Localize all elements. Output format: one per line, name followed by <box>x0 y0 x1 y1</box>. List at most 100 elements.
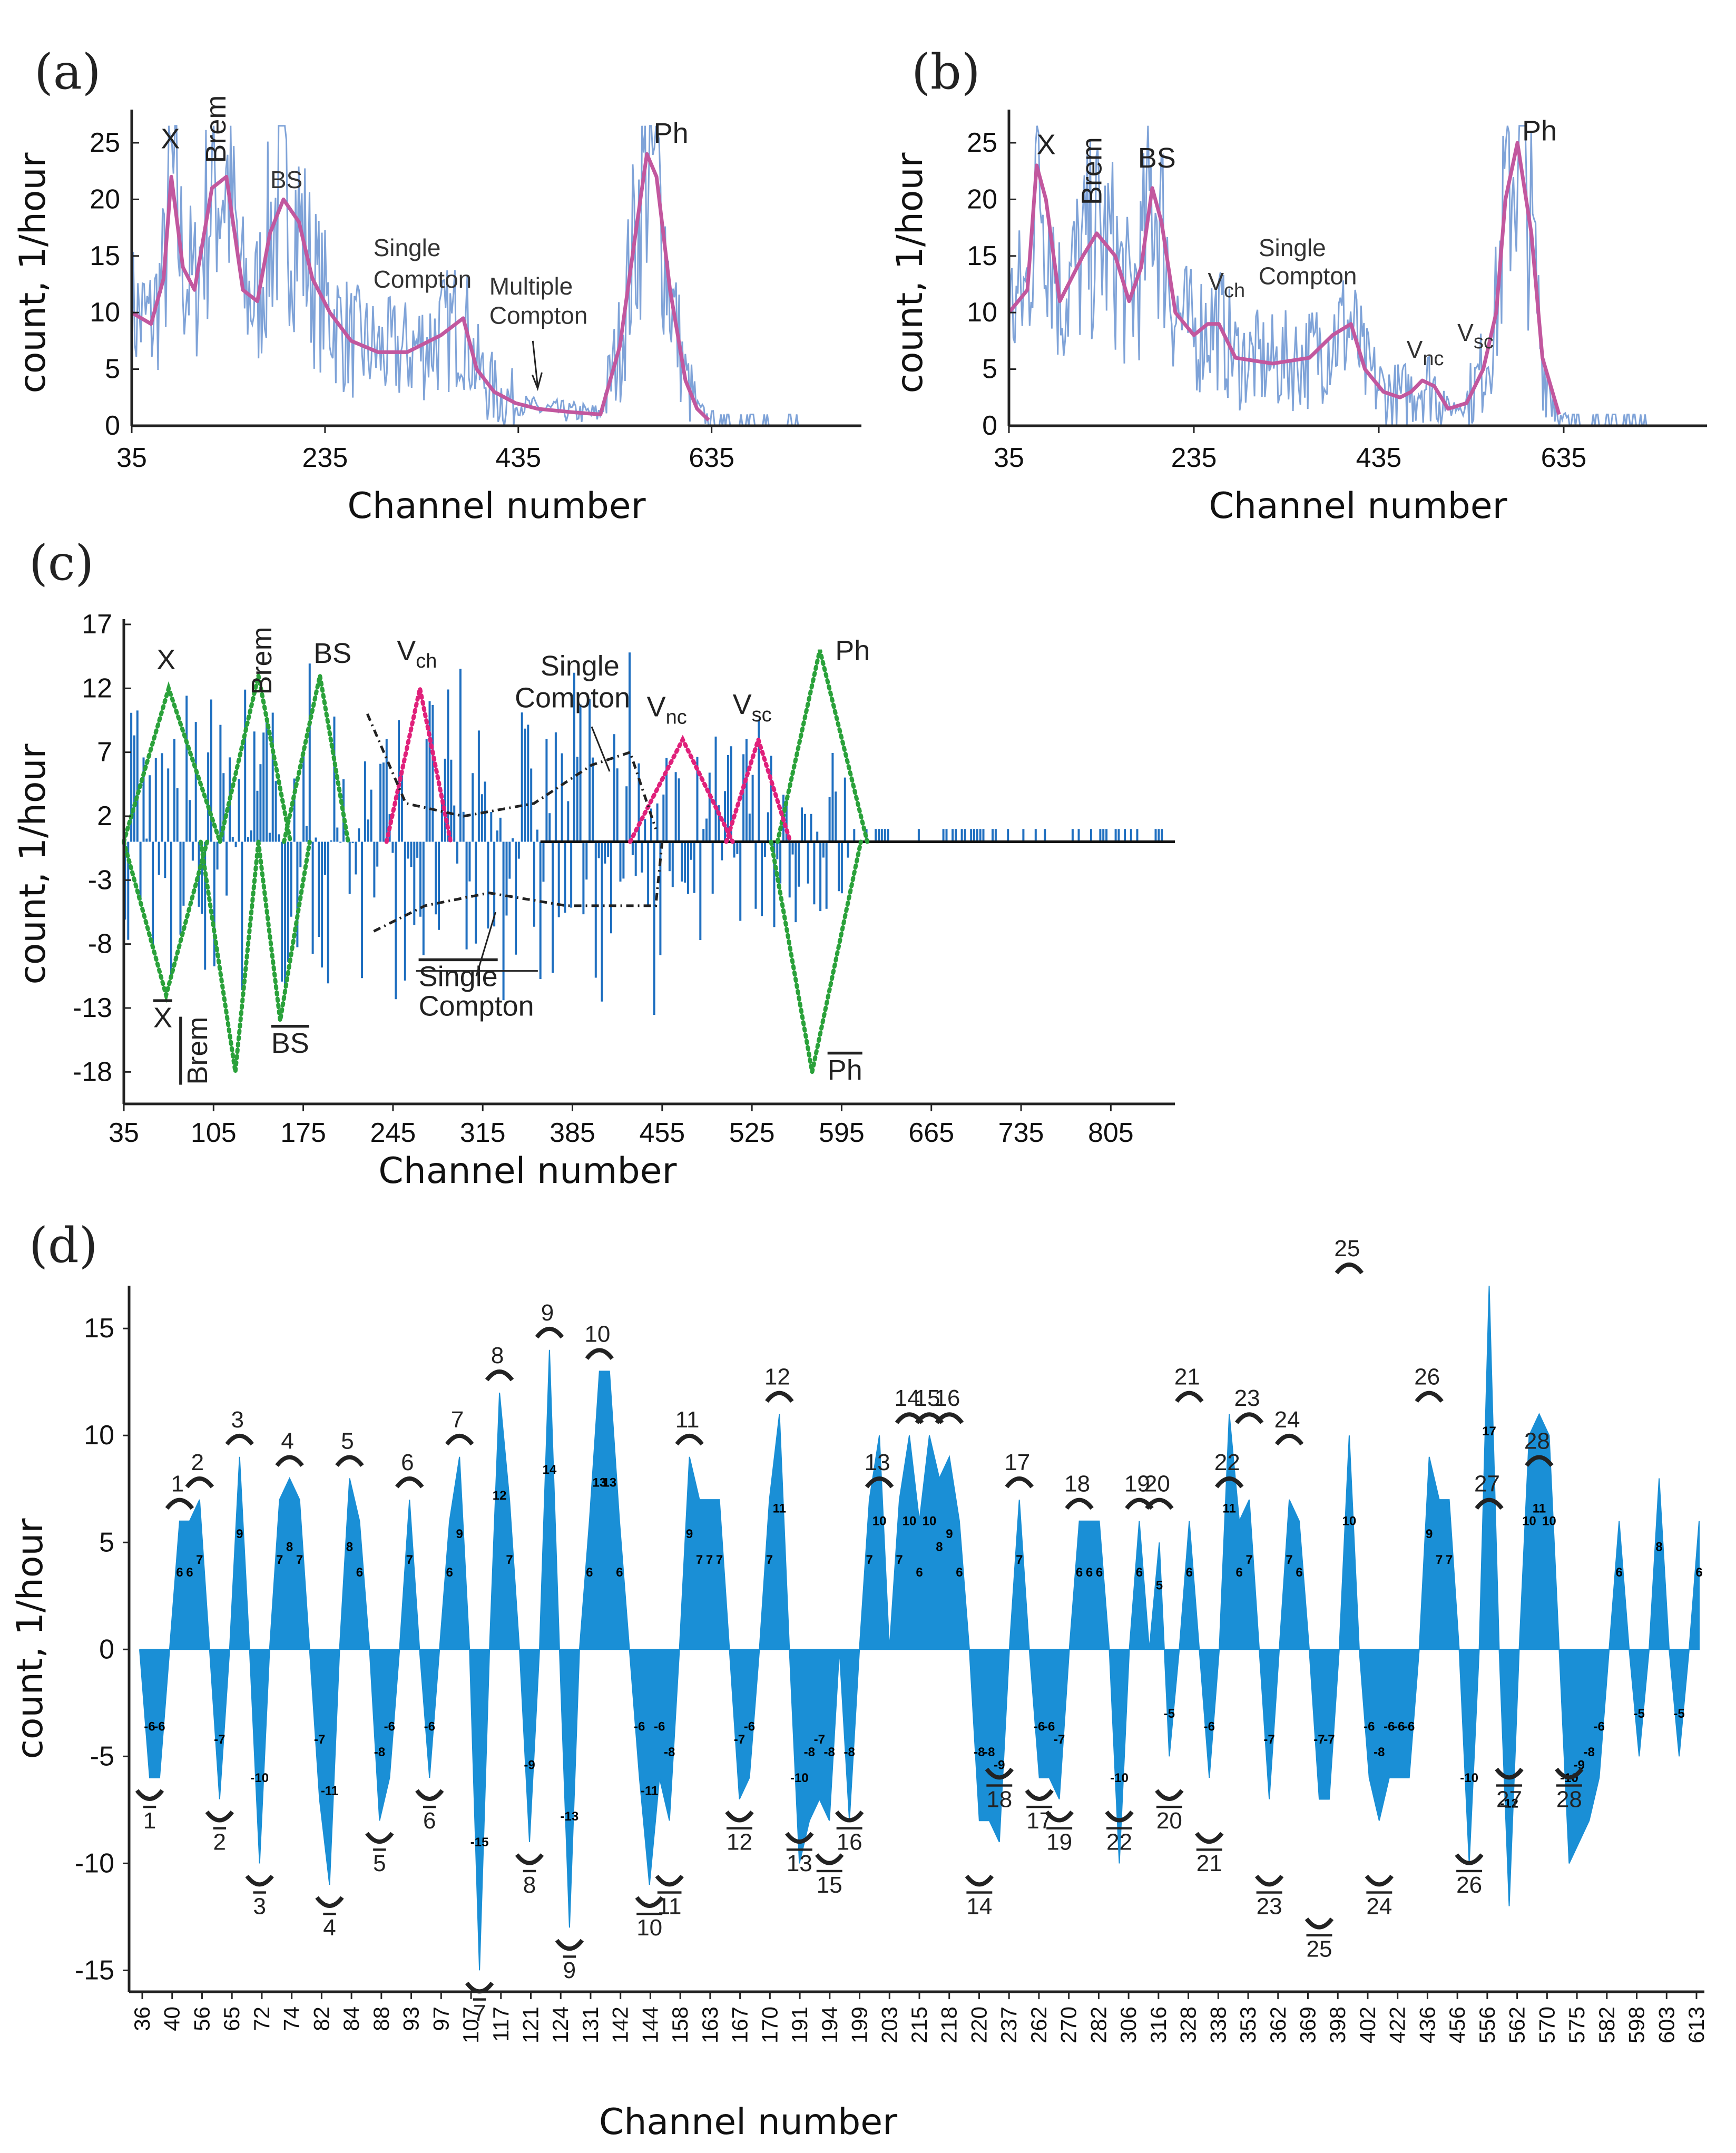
data-value-label: -6 <box>144 1719 155 1734</box>
x-tick-label: 435 <box>495 443 541 473</box>
y-tick-label: 15 <box>967 241 997 271</box>
annotation-compton-bar: Compton <box>419 991 534 1022</box>
peak-label: 7 <box>451 1407 464 1433</box>
valley-marker <box>135 1789 164 1801</box>
panel-label: (a) <box>34 44 101 100</box>
valley-marker <box>1555 1767 1584 1780</box>
data-value-label: 10 <box>903 1514 917 1529</box>
data-value-label: 11 <box>773 1501 786 1515</box>
data-value-label: 6 <box>1076 1565 1083 1580</box>
y-tick-label: 20 <box>967 184 997 214</box>
x-tick-label: 262 <box>1026 2007 1051 2043</box>
valley-label: 16 <box>837 1829 862 1855</box>
x-tick-label: 635 <box>689 443 734 473</box>
x-tick-label: 191 <box>787 2007 812 2043</box>
data-value-label: -8 <box>1584 1745 1595 1759</box>
series-peak-envelopes <box>122 649 870 1073</box>
valley-marker <box>415 1789 444 1801</box>
data-value-label: 11 <box>1533 1501 1546 1515</box>
arrow <box>591 726 611 772</box>
x-tick-label: 353 <box>1235 2007 1260 2043</box>
y-tick-label: -10 <box>75 1848 114 1878</box>
data-value-label: -6 <box>744 1719 755 1734</box>
data-value-label: 10 <box>1342 1514 1357 1529</box>
x-tick-label: 635 <box>1541 443 1587 473</box>
data-value-label: -8 <box>844 1745 855 1759</box>
annotation-bs: BS <box>1138 142 1176 174</box>
x-axis-title: Channel number <box>1209 485 1507 527</box>
valley-marker <box>1305 1917 1334 1930</box>
data-value-label: 6 <box>1136 1565 1143 1580</box>
x-tick-label: 362 <box>1266 2007 1290 2043</box>
data-value-label: 6 <box>1695 1565 1702 1580</box>
valley-marker <box>1365 1874 1394 1887</box>
peak-label: 3 <box>231 1407 244 1433</box>
valley-label: 1 <box>143 1808 156 1834</box>
valley-label: 11 <box>658 1893 682 1919</box>
peak-marker <box>1525 1455 1554 1467</box>
data-value-label: 7 <box>296 1553 303 1567</box>
y-axis-title: count, 1/hour <box>9 1518 51 1759</box>
x-tick-label: 805 <box>1088 1118 1134 1148</box>
x-tick-label: 203 <box>877 2007 901 2043</box>
peak-label: 20 <box>1144 1471 1170 1497</box>
x-tick-label: 235 <box>1171 443 1217 473</box>
x-tick-label: 35 <box>994 443 1024 473</box>
data-value-label: 7 <box>1286 1553 1292 1567</box>
data-value-label: 9 <box>456 1527 463 1541</box>
peak-label: 27 <box>1474 1471 1500 1497</box>
y-tick-label: -15 <box>75 1955 114 1985</box>
peak-marker <box>165 1498 194 1510</box>
panel-d: (d)-6-66 67-79-10787-7-1186-8-67-669-1512… <box>9 1217 1709 2143</box>
data-value-label: -6 <box>384 1719 395 1734</box>
arrow <box>475 912 496 976</box>
data-value-label: 6 <box>356 1565 363 1580</box>
x-tick-label: 595 <box>819 1118 865 1148</box>
data-value-label: 6 <box>186 1565 193 1580</box>
data-value-label: 6 <box>1086 1565 1093 1580</box>
annotation-single: Single <box>541 650 620 682</box>
data-value-label: 7 <box>716 1553 723 1567</box>
valley-label: 7 <box>473 2000 486 2026</box>
x-tick-label: 282 <box>1086 2007 1111 2043</box>
valley-label: 12 <box>727 1829 752 1855</box>
peak-label: 23 <box>1234 1385 1260 1411</box>
data-value-label: 7 <box>1436 1553 1443 1567</box>
valley-label: 15 <box>817 1872 842 1898</box>
valley-label: 9 <box>563 1958 576 1983</box>
data-value-label: -8 <box>824 1745 835 1759</box>
x-tick-label: 36 <box>130 2007 154 2031</box>
valley-label: 4 <box>323 1915 336 1941</box>
valley-marker <box>1195 1832 1224 1844</box>
valley-label: 13 <box>787 1851 812 1876</box>
data-value-label: -7 <box>1323 1733 1335 1747</box>
x-tick-label: 117 <box>488 2007 513 2042</box>
annotation-x-ray-bar: X <box>153 1002 172 1033</box>
data-value-label: 6 <box>1235 1565 1242 1580</box>
data-value-label: 13 <box>592 1476 606 1490</box>
data-value-label: -11 <box>641 1784 658 1798</box>
peak-marker <box>225 1434 254 1446</box>
x-tick-label: 121 <box>518 2007 543 2043</box>
valley-marker <box>815 1853 844 1865</box>
peak-label: 18 <box>1064 1471 1090 1497</box>
annotation-photopeak: Ph <box>654 118 689 149</box>
peak-marker <box>395 1476 424 1489</box>
x-axis-title: Channel number <box>599 2101 897 2143</box>
data-value-label: -9 <box>524 1758 535 1773</box>
data-value-label: -11 <box>321 1784 338 1798</box>
x-tick-label: 170 <box>757 2007 782 2043</box>
data-value-label: -8 <box>664 1745 675 1759</box>
x-tick-label: 525 <box>729 1118 775 1148</box>
x-tick-label: 570 <box>1534 2007 1559 2043</box>
y-tick-label: -5 <box>90 1741 114 1772</box>
data-value-label: -9 <box>1574 1758 1585 1773</box>
x-tick-label: 735 <box>998 1118 1044 1148</box>
peak-label: 19 <box>1124 1471 1150 1497</box>
x-tick-label: 158 <box>668 2007 692 2043</box>
data-value-label: -6 <box>1384 1719 1395 1734</box>
x-tick-label: 328 <box>1176 2007 1201 2043</box>
annotation-v-nc: Vnc <box>1407 336 1444 370</box>
peak-marker <box>935 1412 964 1424</box>
